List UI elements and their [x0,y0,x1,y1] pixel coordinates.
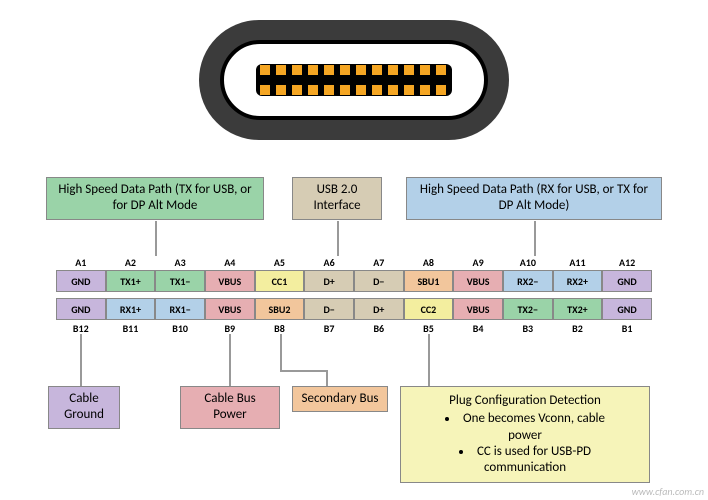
pin-cell: TX2− [503,298,553,320]
pcd-title: Plug Configuration Detection [411,393,639,409]
col-header: A5 [255,256,305,269]
pin-cell: CC2 [404,298,454,320]
label-cable-ground: Cable Ground [48,386,120,429]
col-header: A9 [453,256,503,269]
pin-cell: TX1+ [106,270,156,292]
col-header: B7 [304,322,354,335]
pin-cell: SBU2 [255,298,305,320]
label-hs-rx: High Speed Data Path (RX for USB, or TX … [406,177,662,220]
pin-cell: RX2− [503,270,553,292]
pin-cell: VBUS [453,270,503,292]
pin-cell: VBUS [453,298,503,320]
col-header: A1 [56,256,106,269]
pin-cell: GND [602,298,652,320]
pin-cell: D+ [304,270,354,292]
row-a: GNDTX1+TX1−VBUSCC1D+D−SBU1VBUSRX2−RX2+GN… [56,270,652,292]
pin-cell: D− [354,270,404,292]
col-header: B4 [453,322,503,335]
col-header: B1 [602,322,652,335]
label-secondary-bus: Secondary Bus [292,386,388,412]
col-header: B11 [106,322,156,335]
pin-cell: GND [56,298,106,320]
pcd-bullet-2: CC is used for USB-PD communication [433,444,639,477]
pin-cell: VBUS [205,298,255,320]
label-usb2: USB 2.0 Interface [292,177,382,220]
col-header: A7 [354,256,404,269]
pin-cell: VBUS [205,270,255,292]
label-cable-bus-power: Cable Bus Power [180,386,280,429]
col-header: A6 [304,256,354,269]
pin-cell: CC1 [255,270,305,292]
col-header: B2 [553,322,603,335]
col-header: A2 [106,256,156,269]
col-header: A8 [404,256,454,269]
pin-cell: D+ [354,298,404,320]
usbc-connector-image [194,10,514,150]
col-header: A11 [553,256,603,269]
pcd-bullet-1: One becomes Vconn, cable power [433,411,639,444]
pin-cell: TX2+ [553,298,603,320]
pin-cell: D− [304,298,354,320]
pin-cell: GND [56,270,106,292]
col-header: A4 [205,256,255,269]
label-hs-tx: High Speed Data Path (TX for USB, or for… [46,177,264,220]
col-header: B6 [354,322,404,335]
col-header: B10 [155,322,205,335]
col-header: A12 [602,256,652,269]
label-plug-config-detect: Plug Configuration Detection One becomes… [400,386,650,483]
pin-cell: RX1− [155,298,205,320]
col-header: B3 [503,322,553,335]
col-header: A10 [503,256,553,269]
pin-cell: GND [602,270,652,292]
pin-cell: SBU1 [404,270,454,292]
pin-cell: RX1+ [106,298,156,320]
pin-cell: RX2+ [553,270,603,292]
pin-cell: TX1− [155,270,205,292]
watermark: www.cfan.com.cn [632,485,704,498]
col-header: A3 [155,256,205,269]
row-b: GNDRX1+RX1−VBUSSBU2D−D+CC2VBUSTX2−TX2+GN… [56,298,652,320]
